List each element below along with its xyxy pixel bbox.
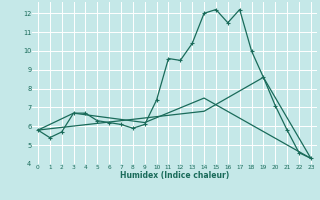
X-axis label: Humidex (Indice chaleur): Humidex (Indice chaleur) bbox=[120, 171, 229, 180]
